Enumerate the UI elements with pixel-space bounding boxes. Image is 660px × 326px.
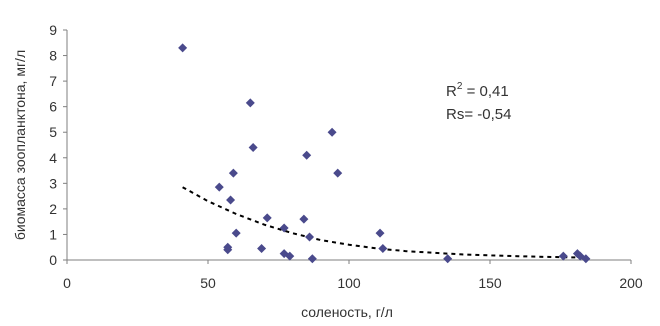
data-points [178,43,591,264]
data-point [302,150,312,160]
y-tick-label: 6 [49,99,57,115]
trendline-path [182,186,586,259]
r-squared-annotation: R2 = 0,41 [446,81,509,100]
data-point [327,127,337,137]
x-tick-label: 200 [619,275,643,291]
data-point [443,254,453,264]
data-point [257,244,267,253]
x-tick-label: 0 [63,275,71,291]
data-point [299,214,309,224]
spearman-annotation: Rs= -0,54 [446,106,511,123]
y-tick-label: 4 [49,150,57,166]
data-point [248,143,258,153]
y-tick-labels: 0 1 2 3 4 5 6 7 8 9 [49,22,57,268]
axes [63,29,632,264]
data-point [333,168,343,178]
x-tick-labels: 0 50 100 150 200 [63,275,643,291]
y-tick-label: 9 [49,22,57,38]
trendline [182,186,586,259]
r-squared-value: = 0,41 [462,83,508,100]
data-point [375,228,385,238]
y-tick-label: 2 [49,201,57,217]
data-point [558,251,568,261]
x-tick-label: 100 [337,275,361,291]
x-axis-label: соленость, г/л [301,304,393,320]
data-point [581,254,591,264]
data-point [378,244,388,253]
data-point [285,251,295,261]
y-tick-label: 1 [49,226,57,242]
data-point [279,223,289,233]
y-tick-label: 7 [49,73,57,89]
data-point [226,195,236,205]
y-tick-label: 5 [49,124,57,140]
data-point [223,245,233,255]
data-point [178,43,188,53]
y-tick-label: 3 [49,175,57,191]
r-squared-superscript: 2 [457,81,463,92]
x-tick-label: 50 [200,275,216,291]
y-tick-label: 8 [49,48,57,64]
r-squared-prefix: R [446,83,457,100]
y-tick-label: 0 [49,252,57,268]
data-point [245,98,255,108]
data-point [262,213,272,223]
data-point [305,232,315,242]
data-point [307,254,317,264]
data-point [214,182,224,192]
data-point [228,168,238,178]
y-axis-label: биомасса зоопланктона, мг/л [12,50,28,240]
x-tick-label: 150 [478,275,502,291]
data-point [231,228,241,238]
